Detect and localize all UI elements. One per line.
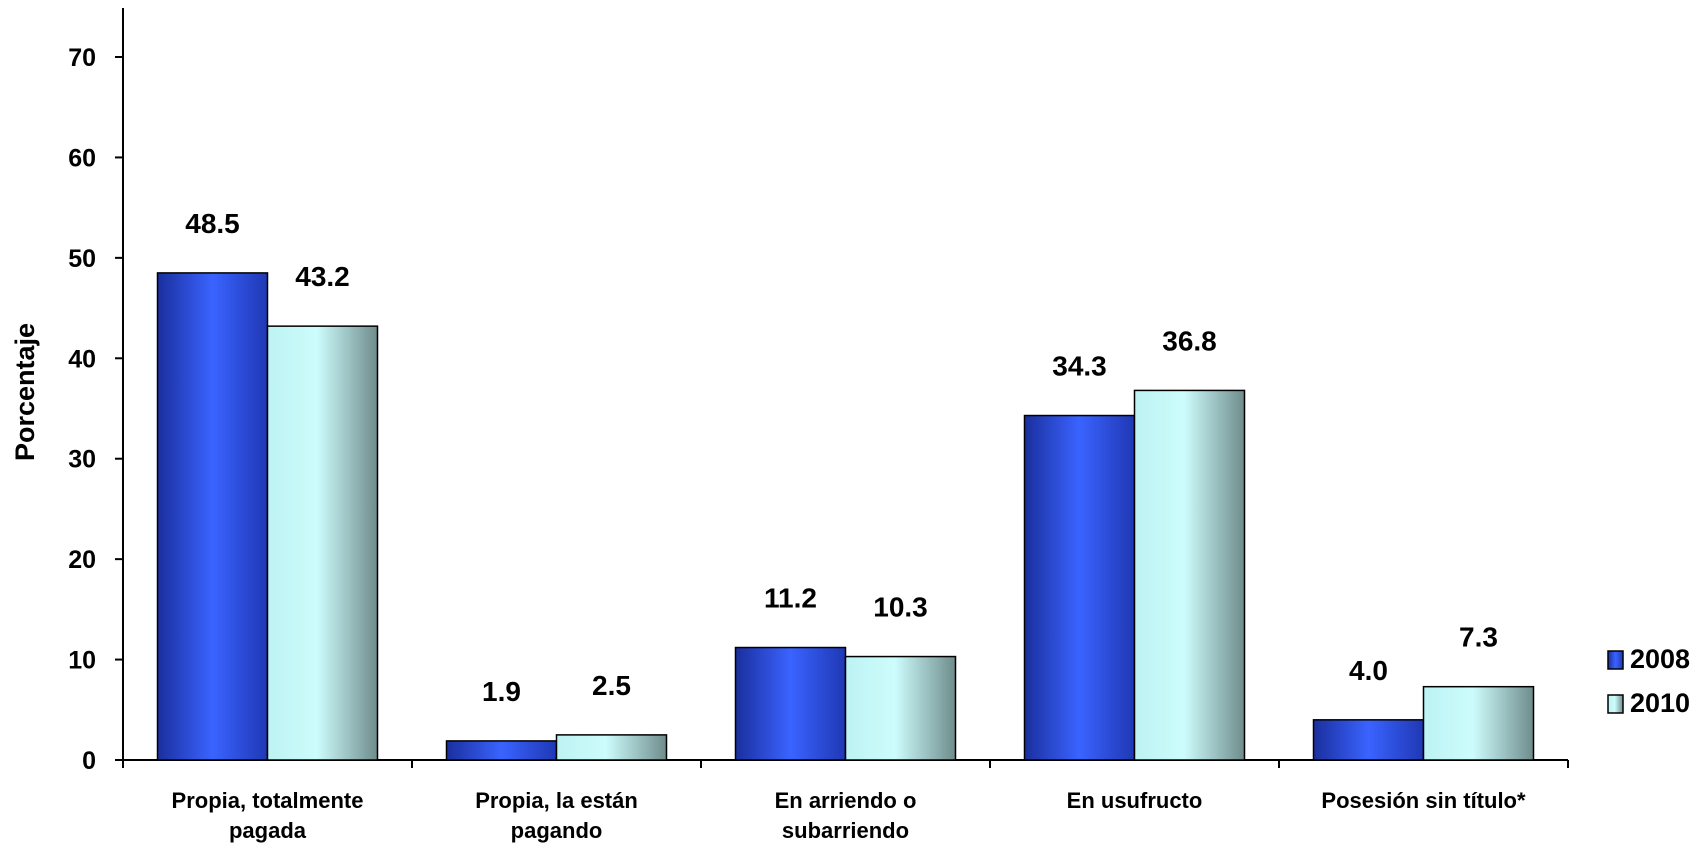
legend-label-2010: 2010 bbox=[1630, 688, 1690, 718]
bar-2010-4 bbox=[1133, 389, 1246, 761]
category-label-line: En usufructo bbox=[1067, 788, 1203, 813]
y-tick-label: 70 bbox=[68, 44, 96, 72]
category-label-line: pagando bbox=[511, 818, 603, 843]
bar-2010-1 bbox=[266, 325, 379, 761]
bar-2008-2 bbox=[445, 740, 558, 761]
bar-2010-5 bbox=[1422, 685, 1535, 761]
data-label-2010-5: 7.3 bbox=[1459, 622, 1498, 653]
category-label-line: pagada bbox=[229, 818, 307, 843]
category-label: Propia, totalmente pagada bbox=[172, 788, 364, 843]
bar-2008-4 bbox=[1023, 414, 1136, 761]
bar-2008-1 bbox=[156, 272, 269, 761]
data-label-2008-5: 4.0 bbox=[1349, 655, 1388, 686]
legend: 2008 2010 bbox=[1607, 644, 1690, 718]
y-tick-label: 0 bbox=[82, 747, 96, 775]
category-label: En usufructo bbox=[1067, 788, 1203, 813]
y-tick-label: 40 bbox=[68, 345, 96, 373]
y-axis: 0 10 20 30 40 50 60 70 bbox=[68, 8, 124, 775]
legend-swatch-2008 bbox=[1607, 650, 1624, 670]
y-ticks: 0 10 20 30 40 50 60 70 bbox=[68, 44, 123, 775]
y-tick-label: 20 bbox=[68, 546, 96, 574]
category-label-line: Posesión sin título* bbox=[1321, 788, 1526, 813]
bar-2010-3 bbox=[844, 655, 957, 761]
legend-label-2008: 2008 bbox=[1630, 644, 1690, 674]
data-label-2008-4: 34.3 bbox=[1052, 351, 1107, 382]
data-labels: 48.5 1.9 11.2 34.3 4.0 43.2 2.5 10.3 36.8 7.3 bbox=[185, 208, 1498, 707]
data-label-2010-3: 10.3 bbox=[873, 592, 928, 623]
category-label-line: subarriendo bbox=[782, 818, 909, 843]
category-label-line: Propia, la están bbox=[475, 788, 638, 813]
category-labels: Propia, totalmente pagada Propia, la están… bbox=[172, 788, 1526, 843]
bars bbox=[156, 272, 1535, 761]
data-label-2008-3: 11.2 bbox=[764, 583, 817, 614]
y-tick-label: 60 bbox=[68, 144, 96, 172]
bar-2008-3 bbox=[734, 646, 847, 761]
category-label-line: Propia, totalmente bbox=[172, 788, 364, 813]
data-label-2008-2: 1.9 bbox=[482, 676, 521, 707]
y-tick-label: 10 bbox=[68, 647, 96, 675]
category-label-line: En arriendo o bbox=[775, 788, 917, 813]
bar-2008-5 bbox=[1312, 719, 1425, 761]
y-axis-title: Porcentaje bbox=[10, 323, 40, 461]
x-ticks bbox=[122, 760, 1569, 768]
category-label: Posesión sin título* bbox=[1321, 788, 1526, 813]
data-label-2008-1: 48.5 bbox=[185, 208, 240, 239]
y-tick-label: 50 bbox=[68, 245, 96, 273]
category-label: Propia, la están pagando bbox=[475, 788, 638, 843]
category-label: En arriendo o subarriendo bbox=[775, 788, 917, 843]
data-label-2010-2: 2.5 bbox=[592, 670, 631, 701]
legend-swatch-2010 bbox=[1607, 694, 1624, 714]
data-label-2010-4: 36.8 bbox=[1162, 325, 1217, 356]
data-label-2010-1: 43.2 bbox=[295, 261, 350, 292]
bar-2010-2 bbox=[555, 734, 668, 761]
x-axis bbox=[122, 759, 1569, 768]
y-tick-label: 30 bbox=[68, 446, 96, 474]
